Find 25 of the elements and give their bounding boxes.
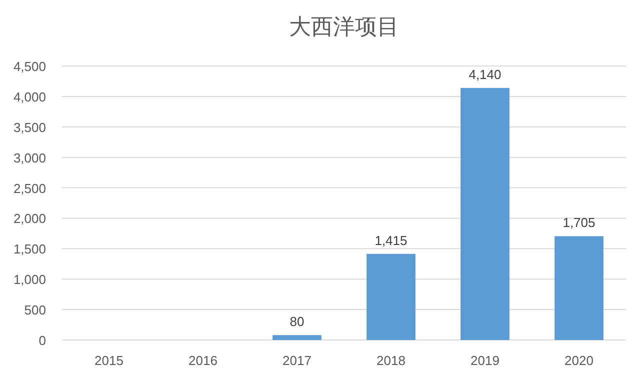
data-label: 80 [290,314,304,330]
bar [272,335,322,340]
bar [554,236,604,340]
chart-title: 大西洋项目 [289,14,399,39]
bar [460,88,510,340]
x-tick-label: 2019 [470,353,500,368]
y-tick-label: 3,000 [13,150,46,166]
y-tick-label: 4,000 [13,89,46,104]
y-tick-label: 4,500 [13,59,46,74]
data-label: 1,705 [562,215,596,230]
y-tick-label: 2,000 [13,211,46,226]
bar [366,254,416,340]
x-tick-label: 2020 [564,353,594,368]
x-tick-label: 2018 [376,353,406,368]
data-label: 1,415 [374,232,408,248]
y-tick-label: 500 [24,302,46,318]
x-tick-label: 2015 [94,353,124,368]
x-tick-label: 2016 [188,353,218,368]
y-tick-label: 3,500 [13,120,46,135]
y-tick-label: 1,000 [13,272,46,288]
y-tick-label: 0 [38,333,46,348]
y-tick-label: 1,500 [13,242,46,257]
data-label: 4,140 [468,66,502,82]
x-tick-label: 2017 [282,353,312,368]
y-tick-label: 2,500 [13,180,46,196]
